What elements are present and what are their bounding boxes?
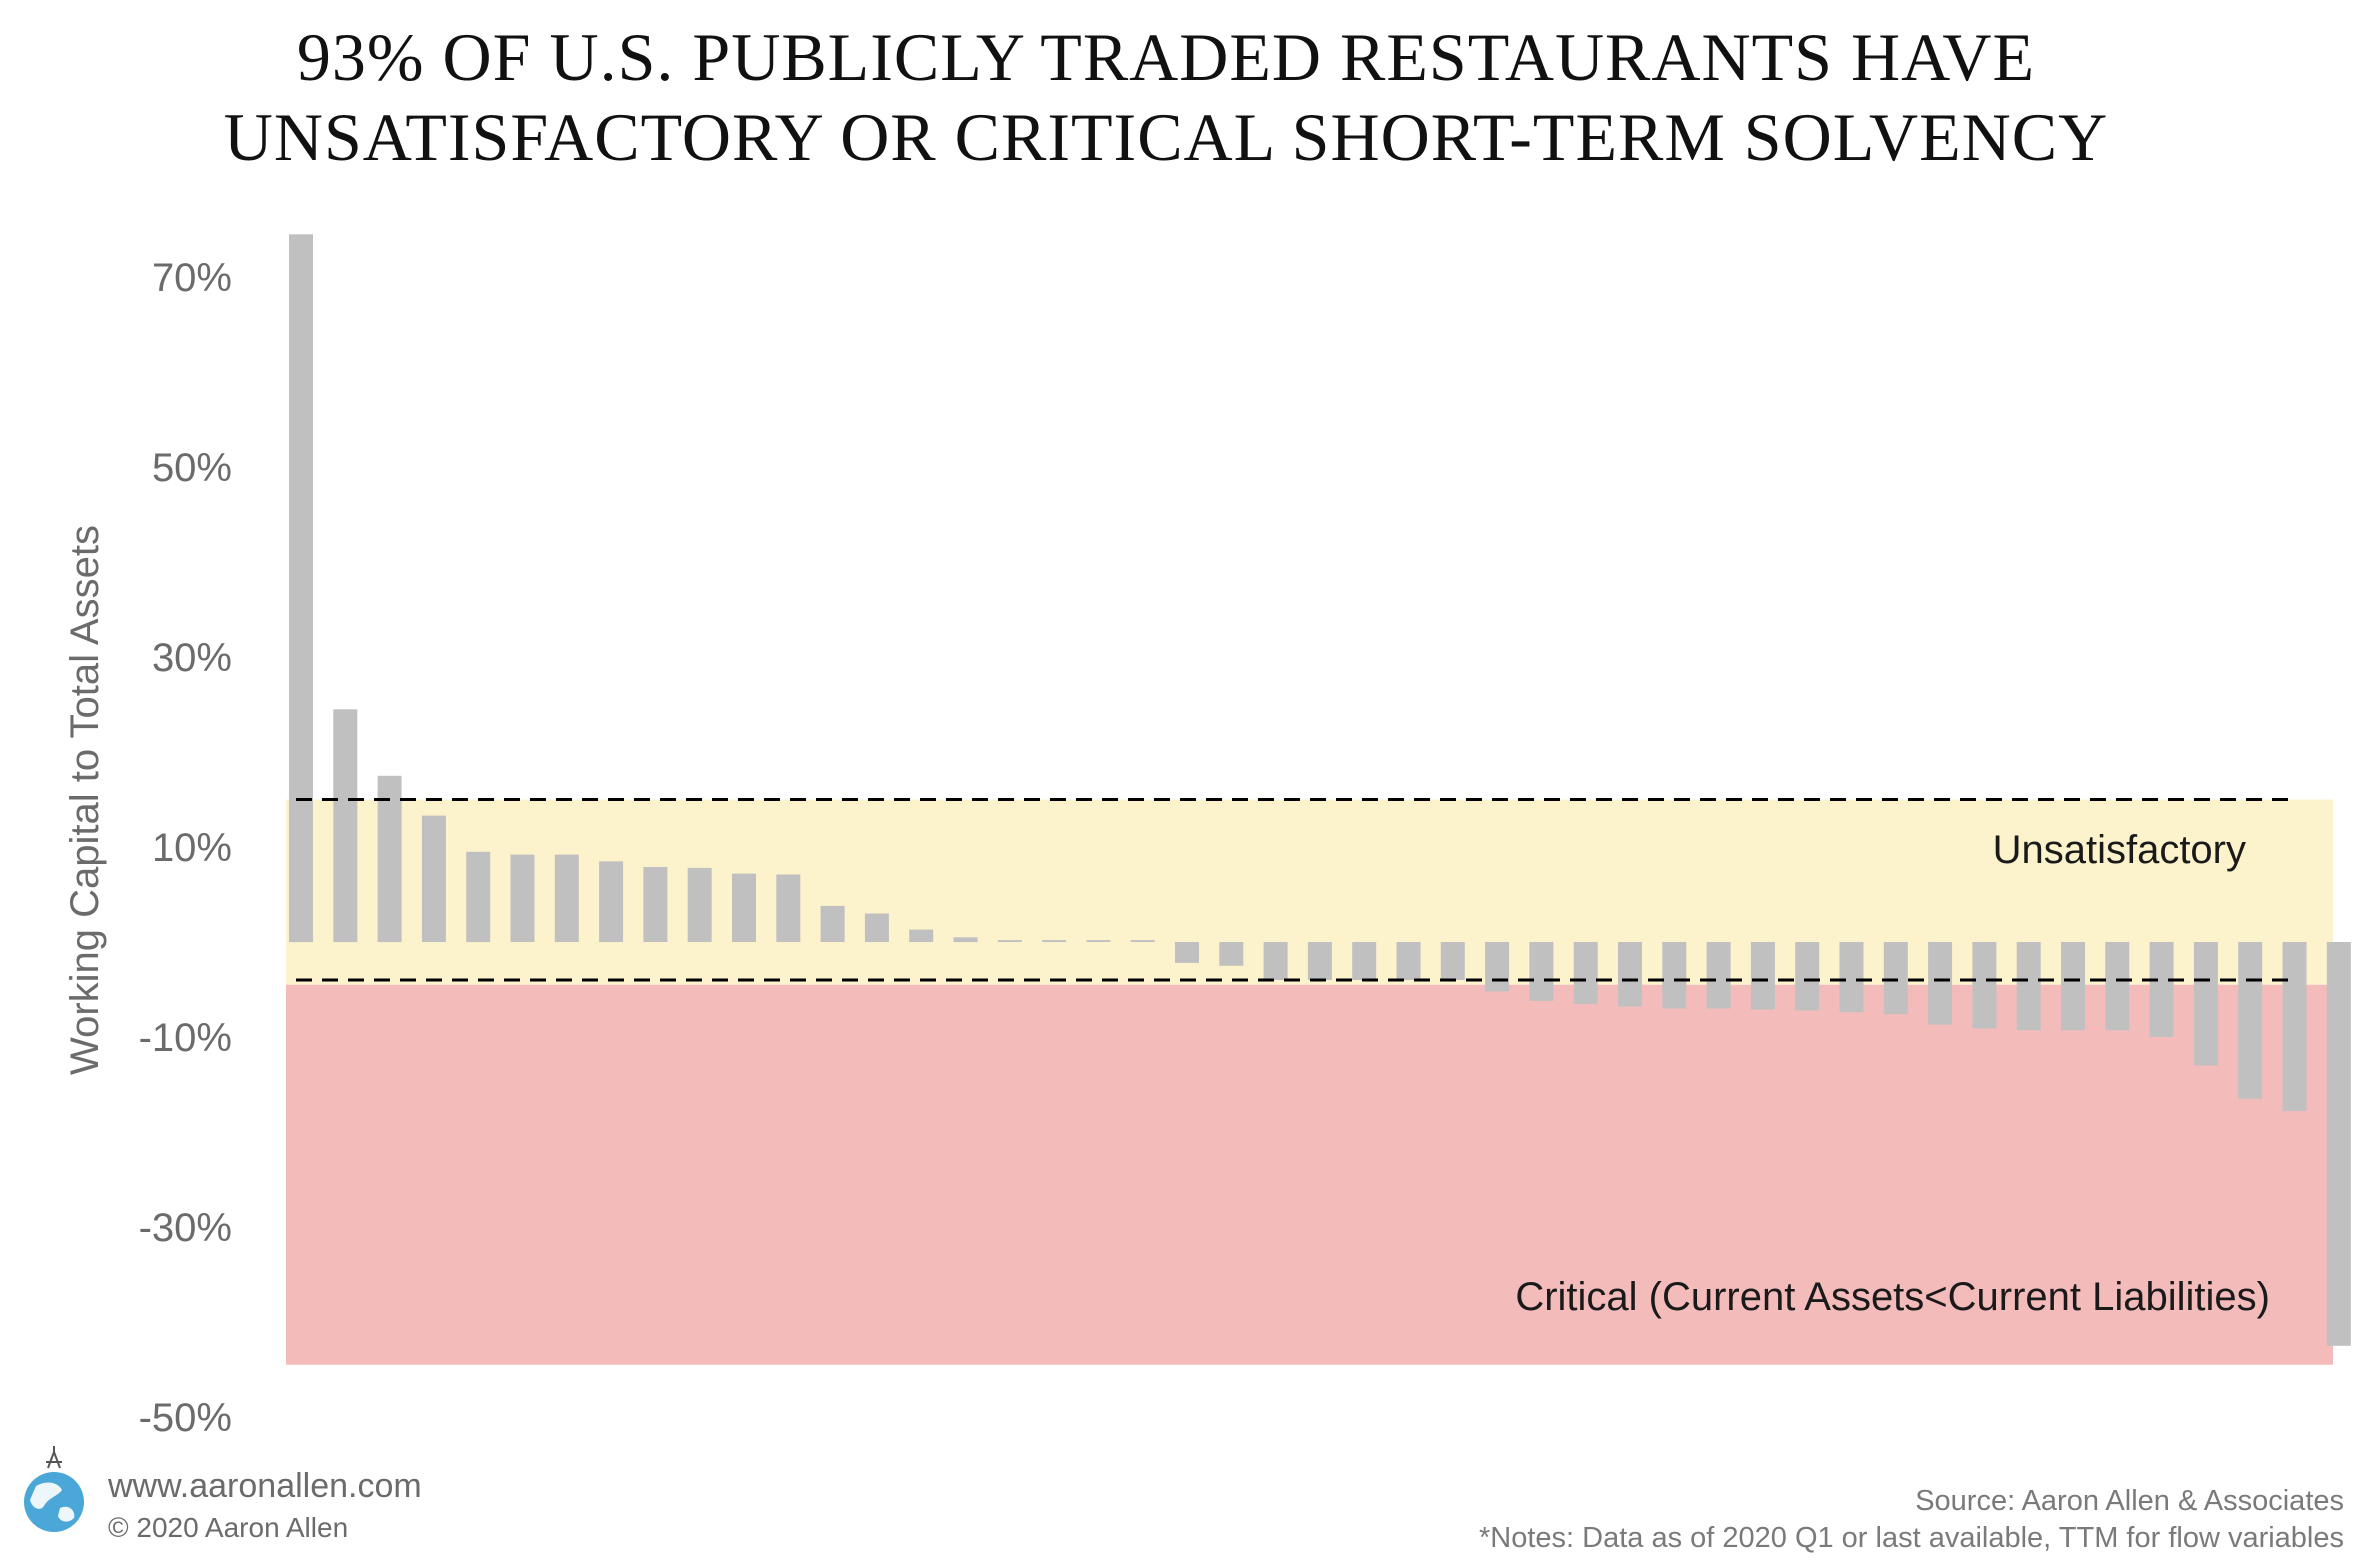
bar: [864, 913, 889, 942]
bar: [289, 234, 313, 943]
bar: [466, 851, 491, 943]
bar: [1042, 940, 1067, 942]
y-tick-label: -30%: [139, 1206, 232, 1250]
bar: [1219, 942, 1244, 966]
bar: [997, 940, 1022, 942]
bar: [421, 815, 446, 942]
bar: [554, 854, 579, 942]
globe-logo-icon: [24, 1446, 84, 1532]
y-axis-label: Working Capital to Total Assets: [63, 525, 107, 1075]
bar: [2238, 942, 2263, 1099]
bar: [1485, 942, 1510, 992]
bar: [1529, 942, 1554, 1001]
bar: [1883, 942, 1908, 1015]
bar: [2149, 942, 2174, 1037]
bar: [820, 905, 845, 942]
bar: [732, 873, 756, 942]
bar: [1662, 942, 1687, 1009]
bar: [1750, 942, 1775, 1010]
y-tick-label: 30%: [152, 636, 232, 680]
y-axis-ticks: 70% 50% 30% 10% -10% -30% -50%: [139, 256, 232, 1440]
bar: [1263, 942, 1288, 980]
bar: [377, 775, 402, 943]
bar: [2016, 942, 2041, 1031]
critical-label: Critical (Current Assets<Current Liabili…: [1515, 1275, 2270, 1319]
bar: [643, 867, 668, 942]
bar: [1130, 940, 1155, 942]
bar: [599, 861, 624, 943]
bar: [1175, 942, 1199, 963]
bar: [2061, 942, 2085, 1031]
bar: [687, 867, 712, 942]
bar: [2326, 942, 2351, 1346]
bar: [776, 874, 801, 942]
bar: [2193, 942, 2218, 1066]
bar: [1086, 940, 1111, 942]
bar: [1795, 942, 1820, 1011]
chart-title-line-2: UNSATISFACTORY OR CRITICAL SHORT-TERM SO…: [224, 99, 2109, 175]
bar: [1928, 942, 1953, 1025]
bar: [909, 929, 934, 942]
bar: [2105, 942, 2130, 1031]
y-tick-label: 10%: [152, 826, 232, 870]
bar: [1573, 942, 1598, 1004]
y-tick-label: 70%: [152, 256, 232, 300]
source-text: Source: Aaron Allen & Associates: [1915, 1485, 2344, 1517]
bar-series: [289, 234, 2351, 1346]
bar: [1396, 942, 1421, 980]
bar: [510, 854, 535, 942]
y-tick-label: -10%: [139, 1016, 232, 1060]
copyright-text: © 2020 Aaron Allen: [108, 1512, 348, 1543]
bar: [953, 937, 978, 943]
y-tick-label: 50%: [152, 446, 232, 490]
chart-title-line-1: 93% OF U.S. PUBLICLY TRADED RESTAURANTS …: [297, 19, 2035, 95]
bar: [1618, 942, 1642, 1007]
y-tick-label: -50%: [139, 1396, 232, 1440]
bar: [1352, 942, 1377, 980]
unsatisfactory-label: Unsatisfactory: [1993, 828, 2246, 872]
critical-zone: [286, 984, 2333, 1365]
bar: [1307, 942, 1332, 980]
notes-text: *Notes: Data as of 2020 Q1 or last avail…: [1479, 1522, 2344, 1554]
bar: [333, 709, 358, 943]
bar: [1440, 942, 1465, 980]
bar: [2282, 942, 2307, 1112]
bar: [1839, 942, 1864, 1013]
bar: [1972, 942, 1997, 1029]
website-text[interactable]: www.aaronallen.com: [107, 1467, 422, 1505]
bar: [1706, 942, 1731, 1009]
